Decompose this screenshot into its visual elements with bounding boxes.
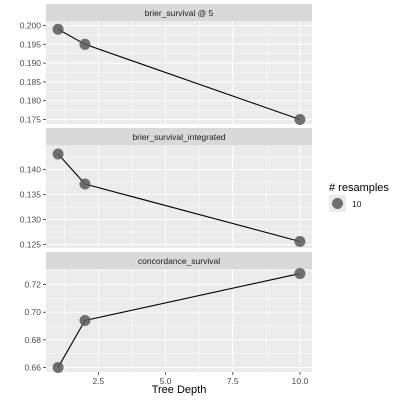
legend-label: 10: [352, 199, 362, 209]
facet-panel: brier_survival_integrated 0.125 0.130 0.135…: [20, 128, 312, 250]
y-tick-label: 0.195: [20, 39, 42, 49]
y-tick-label: 0.175: [20, 114, 42, 124]
data-point: [294, 268, 306, 280]
legend-key-point: [332, 198, 343, 209]
x-tick-label: 5.0: [160, 376, 172, 386]
y-tick-label: 0.72: [24, 280, 41, 290]
x-tick-label: 7.5: [227, 376, 239, 386]
legend-title: # resamples: [329, 182, 389, 194]
panel-background: [46, 145, 312, 248]
facet-strip-title: concordance_survival: [138, 256, 220, 266]
facet-strip-title: brier_survival_integrated: [132, 132, 225, 142]
facet-strip: [46, 4, 312, 21]
facet-strip: [46, 252, 312, 269]
y-tick-label: 0.200: [20, 21, 42, 31]
y-tick-label: 0.130: [20, 215, 42, 225]
data-point: [52, 23, 64, 35]
data-point: [294, 236, 306, 247]
y-tick-label: 0.190: [20, 58, 42, 68]
y-tick-label: 0.70: [24, 307, 41, 317]
data-point: [79, 178, 91, 190]
facet-panel: brier_survival @ 5 0.175 0.180 0.185 0.190 0.…: [20, 4, 312, 125]
data-point: [79, 38, 91, 50]
data-point: [294, 113, 306, 125]
x-axis-title: Tree Depth: [152, 384, 207, 396]
panels-layer: brier_survival @ 5 0.175 0.180 0.185 0.190 0.…: [20, 4, 312, 386]
facet-strip: [46, 128, 312, 145]
y-tick-label: 0.66: [24, 362, 41, 372]
y-tick-label: 0.125: [20, 240, 42, 250]
data-point: [52, 361, 64, 373]
y-tick-label: 0.135: [20, 190, 42, 200]
y-tick-label: 0.185: [20, 77, 42, 87]
legend: # resamples 10: [329, 182, 389, 212]
data-point: [79, 315, 91, 326]
y-tick-label: 0.68: [24, 335, 41, 345]
y-tick-label: 0.180: [20, 96, 42, 106]
x-tick-label: 10.0: [292, 376, 309, 386]
y-tick-label: 0.140: [20, 165, 42, 175]
facet-strip-title: brier_survival @ 5: [145, 8, 214, 18]
data-point: [52, 148, 64, 160]
facet-panel: concordance_survival 0.66 0.68 0.70 0.72: [24, 252, 312, 373]
x-tick-label: 2.5: [92, 376, 104, 386]
